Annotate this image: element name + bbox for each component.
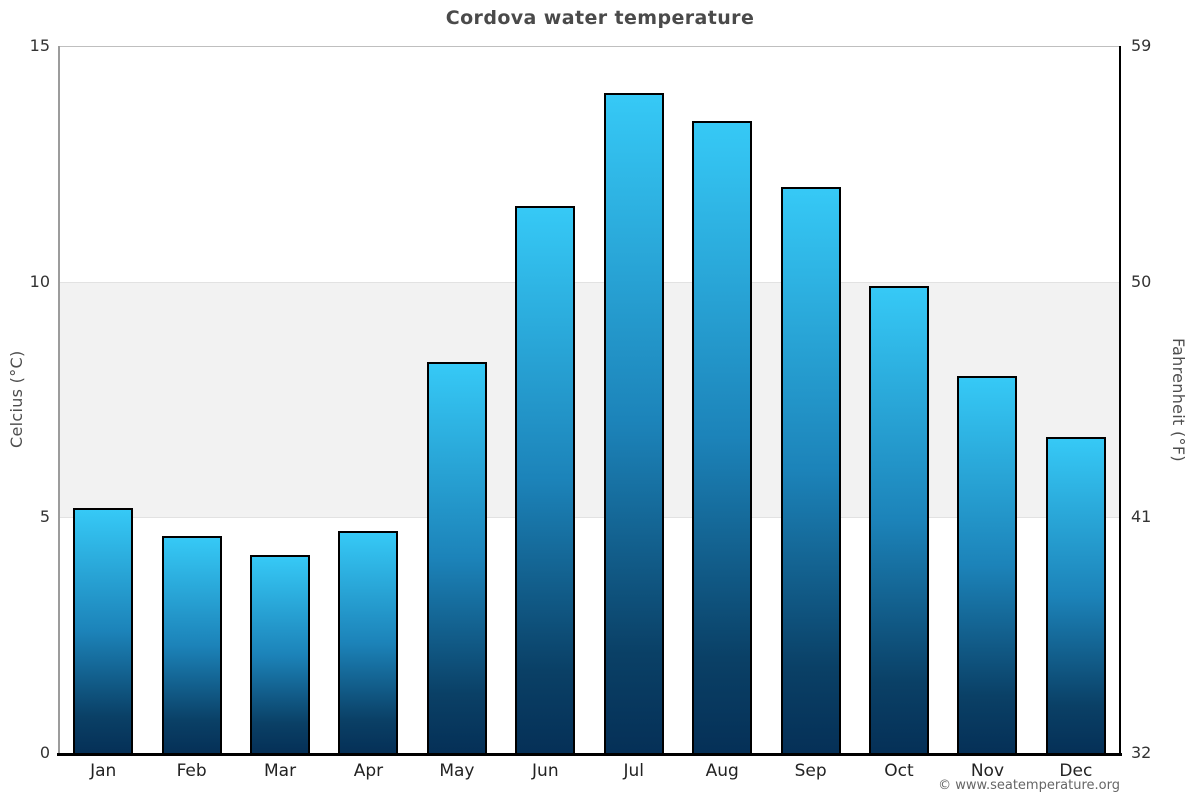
- y-tick-left-0: 0: [39, 743, 50, 762]
- x-label-apr: Apr: [353, 761, 384, 781]
- bar-may: [426, 361, 487, 753]
- y-tick-left-5: 5: [39, 507, 50, 527]
- bar-feb: [161, 536, 222, 753]
- bar-mar: [250, 555, 311, 753]
- fahrenheit-tick-labels: 59 50 41 32: [1131, 38, 1191, 761]
- bar-jul: [603, 93, 664, 753]
- x-label-jul: Jul: [623, 761, 644, 781]
- x-label-may: May: [439, 761, 475, 781]
- x-label-sep: Sep: [794, 761, 827, 781]
- gridline-15c: [59, 46, 1120, 47]
- x-label-nov: Nov: [970, 761, 1005, 781]
- gridline-10c: [59, 281, 1120, 283]
- bar-nov: [957, 375, 1018, 753]
- x-label-mar: Mar: [264, 761, 297, 781]
- y-tick-right-32: 32: [1131, 743, 1152, 762]
- y-tick-left-10: 10: [29, 271, 50, 291]
- x-label-jun: Jun: [532, 761, 559, 781]
- y-tick-right-50: 50: [1131, 271, 1152, 291]
- x-axis-labels: Jan Feb Mar Apr May Jun Jul Aug Sep Oct …: [59, 761, 1120, 781]
- bar-apr: [338, 531, 399, 753]
- left-axis-line: [58, 46, 60, 753]
- bar-jun: [515, 206, 576, 753]
- x-label-aug: Aug: [705, 761, 739, 781]
- right-axis-line: [1119, 46, 1121, 756]
- x-label-dec: Dec: [1059, 761, 1093, 781]
- credit-link[interactable]: © www.seatemperature.org: [938, 778, 1120, 793]
- bar-oct: [869, 286, 929, 753]
- y-tick-right-41: 41: [1131, 507, 1152, 527]
- bar-aug: [692, 121, 753, 753]
- x-label-jan: Jan: [90, 761, 117, 781]
- x-label-feb: Feb: [176, 761, 207, 781]
- y-tick-right-59: 59: [1131, 36, 1152, 55]
- bar-dec: [1045, 437, 1106, 753]
- right-axis-title: Fahrenheit (°F): [1169, 337, 1188, 462]
- celsius-tick-labels: 15 10 5 0: [0, 38, 50, 761]
- bar-sep: [780, 187, 841, 753]
- chart-title: Cordova water temperature: [445, 7, 755, 29]
- x-label-oct: Oct: [884, 761, 914, 781]
- gridline-5c: [59, 517, 1120, 519]
- y-tick-left-15: 15: [29, 36, 50, 55]
- plot-area: [57, 46, 1122, 756]
- x-axis-line: [57, 753, 1122, 756]
- plot-band-5-10: [59, 281, 1120, 518]
- bar-jan: [73, 507, 134, 753]
- bar-series: [59, 46, 1120, 753]
